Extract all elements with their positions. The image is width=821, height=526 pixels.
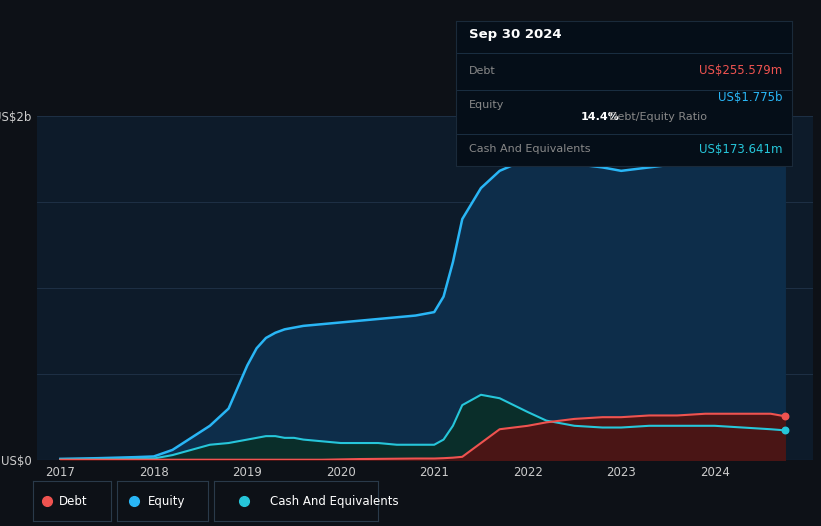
- Point: [778, 150, 791, 159]
- Text: Cash And Equivalents: Cash And Equivalents: [270, 494, 399, 508]
- Point: [778, 412, 791, 420]
- Text: Equity: Equity: [469, 100, 504, 110]
- Text: Debt: Debt: [469, 66, 496, 76]
- Text: 14.4%: 14.4%: [580, 112, 619, 122]
- Text: Cash And Equivalents: Cash And Equivalents: [469, 144, 590, 154]
- Text: US$1.775b: US$1.775b: [718, 91, 782, 104]
- Text: Equity: Equity: [148, 494, 186, 508]
- Text: US$173.641m: US$173.641m: [699, 143, 782, 156]
- Point: [778, 426, 791, 434]
- Text: Sep 30 2024: Sep 30 2024: [469, 28, 562, 41]
- Text: Debt: Debt: [59, 494, 88, 508]
- Text: US$255.579m: US$255.579m: [699, 65, 782, 77]
- Text: Debt/Equity Ratio: Debt/Equity Ratio: [609, 112, 707, 122]
